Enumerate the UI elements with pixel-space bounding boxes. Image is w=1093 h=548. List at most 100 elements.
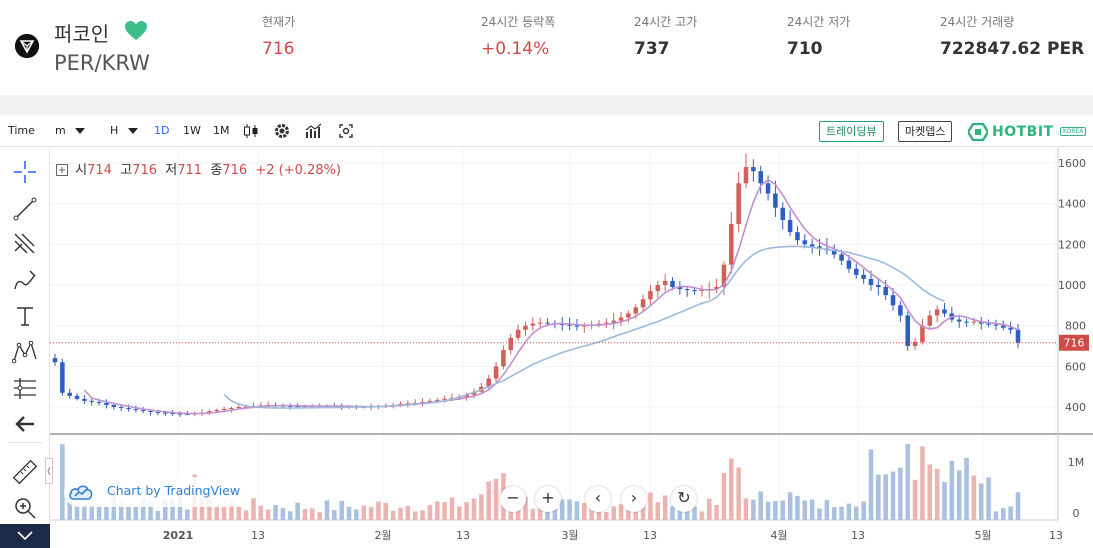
candle-body: [1015, 329, 1021, 343]
pattern-icon[interactable]: [12, 339, 38, 365]
volume-bar: [493, 478, 499, 520]
stat-label: 24시간 저가: [787, 15, 851, 29]
candle-body: [773, 193, 778, 208]
candle-body: [758, 171, 763, 184]
candle-body: [582, 325, 587, 327]
volume-bar: [133, 506, 139, 520]
volume-bar: [412, 511, 418, 520]
volume-bar: [831, 507, 837, 520]
volume-bar: [126, 504, 131, 520]
volume-bar: [883, 474, 888, 520]
tradingview-tab-button[interactable]: 트레이딩뷰: [819, 121, 884, 142]
candle-body: [677, 287, 683, 290]
brush-icon[interactable]: [12, 267, 38, 293]
market-depth-tab-button[interactable]: 마켓뎁스: [898, 121, 953, 142]
volume-bar: [927, 464, 933, 520]
ruler-icon[interactable]: [12, 459, 38, 485]
gear-icon[interactable]: [273, 122, 291, 140]
candle-body: [148, 411, 153, 413]
chevron-down-icon[interactable]: [128, 128, 138, 134]
volume-bar: [971, 475, 977, 520]
volume-bar: [479, 494, 484, 520]
candle-body: [714, 287, 719, 290]
chevron-down-icon[interactable]: [75, 128, 85, 134]
scroll-left-button[interactable]: ‹: [585, 486, 611, 512]
volume-bar: [868, 449, 874, 520]
time-tick-label: 13: [251, 529, 265, 542]
candle-body: [530, 323, 536, 326]
candle-body: [537, 322, 543, 324]
ma-fast-line: [83, 178, 1019, 415]
volume-bar: [817, 508, 822, 520]
text-tool-icon[interactable]: [12, 303, 38, 329]
volume-bar: [589, 503, 594, 520]
zoom-in-icon[interactable]: [12, 495, 38, 521]
indicators-icon[interactable]: [305, 123, 323, 139]
candle-body: [993, 324, 999, 326]
candle-body: [964, 321, 969, 323]
interval-1m-button[interactable]: 1M: [213, 124, 230, 137]
volume-bar: [74, 503, 80, 520]
close-value: 716: [222, 163, 248, 178]
candle-body: [971, 321, 977, 323]
interval-1w-button[interactable]: 1W: [183, 124, 201, 137]
minute-interval-button[interactable]: m: [55, 124, 66, 137]
market-header: 퍼코인 PER/KRW 현재가 716 24시간 등락폭 +0.14% 24시간…: [0, 0, 1093, 95]
volume-bar: [398, 507, 403, 520]
tradingview-watermark[interactable]: Chart by TradingView: [64, 477, 244, 507]
candle-body: [890, 295, 896, 306]
stat-24h-volume: 24시간 거래량 722847.62 PER: [940, 13, 1084, 59]
favorite-heart-icon[interactable]: [124, 20, 148, 42]
hotbit-logo-icon: [968, 123, 988, 141]
hour-interval-button[interactable]: H: [110, 124, 119, 137]
pitchfork-icon[interactable]: [12, 231, 38, 257]
candle-body: [162, 412, 168, 414]
reset-chart-button[interactable]: ↻: [671, 486, 697, 512]
time-tick-label: 13: [643, 529, 657, 542]
stat-label: 24시간 거래량: [940, 15, 1015, 29]
trend-line-icon[interactable]: [12, 196, 38, 222]
tool-divider: [8, 442, 42, 443]
candle-body: [442, 398, 447, 400]
volume-bar: [229, 501, 234, 520]
volume-bar: [706, 498, 712, 520]
candle-body: [486, 378, 491, 387]
candle-body: [207, 411, 212, 413]
zoom-in-button[interactable]: +: [535, 486, 561, 512]
interval-1d-button[interactable]: 1D: [154, 124, 170, 137]
time-button[interactable]: Time: [8, 124, 35, 137]
collapse-legend-icon[interactable]: [56, 164, 68, 176]
candle-body: [846, 260, 852, 269]
volume-bar: [457, 506, 462, 520]
candle-body: [684, 289, 690, 291]
volume-bar: [787, 492, 793, 520]
zoom-out-button[interactable]: −: [500, 486, 526, 512]
candle-body: [802, 240, 808, 245]
scroll-right-button[interactable]: ›: [621, 486, 647, 512]
volume-bar: [758, 491, 763, 520]
time-tick-label: 5월: [974, 529, 991, 542]
candlestick-type-icon[interactable]: [243, 123, 259, 139]
collapse-handle-icon[interactable]: [45, 458, 53, 484]
back-arrow-icon[interactable]: [12, 411, 38, 437]
volume-bar: [912, 479, 918, 520]
volume-bar: [751, 499, 756, 520]
screenshot-icon[interactable]: [339, 124, 353, 138]
volume-bar: [655, 502, 661, 520]
stat-24h-high: 24시간 고가 737: [634, 13, 697, 59]
candle-body: [434, 399, 440, 401]
crosshair-icon[interactable]: [12, 159, 38, 185]
prediction-icon[interactable]: [12, 375, 38, 401]
candle-body: [229, 408, 234, 410]
volume-bar: [986, 477, 991, 520]
more-tools-button[interactable]: [0, 524, 50, 548]
volume-bar: [302, 509, 308, 520]
time-tick-label: 4월: [770, 529, 787, 542]
volume-bar: [1008, 506, 1013, 520]
stat-value: 737: [634, 39, 670, 59]
open-label: 시: [75, 163, 88, 178]
volume-bar: [898, 467, 903, 520]
price-chart[interactable]: 716 400 600 800 1000 1200 1400 1600 1M 0 2021 13 2월 1…: [50, 148, 1093, 548]
volume-bar: [978, 483, 984, 520]
volume-bar: [618, 504, 624, 520]
